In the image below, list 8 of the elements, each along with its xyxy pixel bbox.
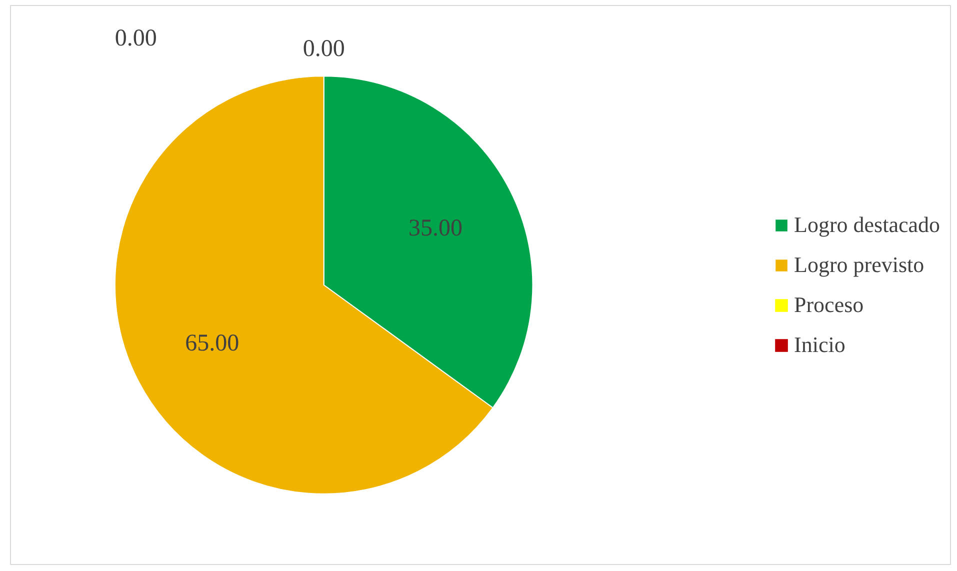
- data-label: 35.00: [408, 215, 463, 242]
- text: 0.00: [302, 36, 345, 62]
- data-label: 65.00: [185, 330, 240, 357]
- text: 0.00: [114, 25, 157, 52]
- legend-label: Logro destacado: [794, 212, 940, 238]
- legend-label: Proceso: [794, 292, 864, 318]
- legend-label: Logro previsto: [794, 252, 924, 278]
- legend-label: Inicio: [794, 332, 846, 358]
